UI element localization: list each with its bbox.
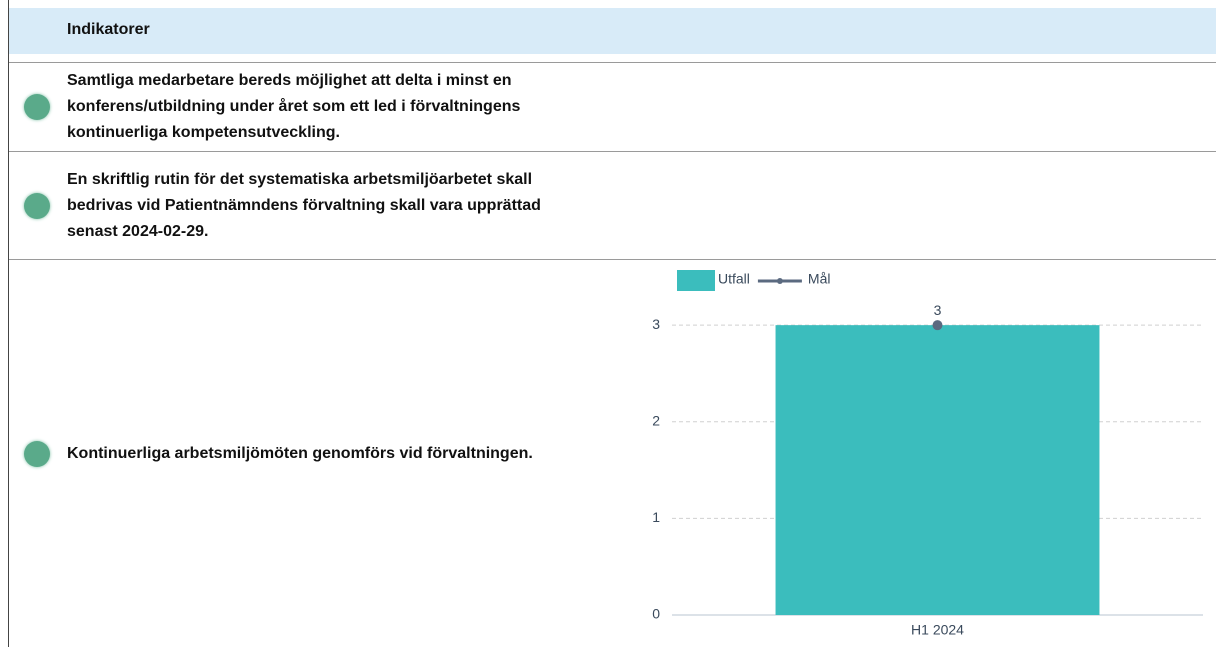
y-tick-label: 2 — [652, 412, 660, 428]
y-tick-label: 3 — [652, 316, 660, 332]
target-marker — [932, 320, 943, 331]
legend-marker — [776, 278, 783, 284]
y-tick-label: 0 — [652, 606, 660, 622]
data-label: 3 — [934, 302, 942, 318]
legend-label: Utfall — [718, 271, 750, 287]
status-dot — [24, 192, 50, 219]
indicator-text: Kontinuerliga arbetsmiljömöten genomförs… — [67, 444, 533, 462]
y-tick-label: 1 — [652, 509, 660, 525]
row-divider — [9, 151, 1216, 152]
indicator-text: En skriftlig rutin för det systematiska … — [67, 170, 541, 240]
legend-label: Mål — [808, 271, 831, 287]
table-row: Samtliga medarbetare bereds möjlighet at… — [9, 62, 609, 151]
table-row: Kontinuerliga arbetsmiljömöten genomförs… — [9, 260, 609, 647]
bar — [775, 325, 1100, 615]
legend-swatch — [677, 270, 715, 291]
table-border — [8, 0, 9, 647]
header-title: Indikatorer — [67, 21, 150, 38]
row-divider — [9, 259, 1216, 260]
table-header: Indikatorer — [9, 8, 1216, 54]
x-tick-label: H1 2024 — [911, 622, 964, 638]
status-dot — [24, 93, 50, 120]
row-divider — [9, 62, 1216, 63]
indicator-text: Samtliga medarbetare bereds möjlighet at… — [67, 71, 521, 141]
status-dot — [24, 440, 50, 467]
table-row: En skriftlig rutin för det systematiska … — [9, 152, 609, 259]
